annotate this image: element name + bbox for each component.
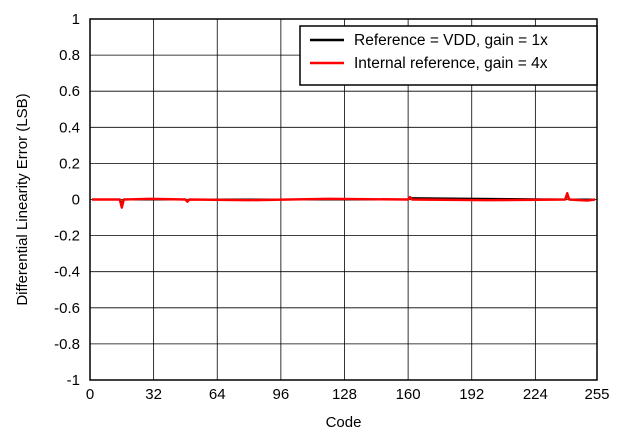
y-tick-label: 0 [72, 192, 80, 209]
legend-label: Reference = VDD, gain = 1x [354, 32, 548, 49]
legend-label: Internal reference, gain = 4x [354, 55, 548, 72]
y-tick-label: -0.8 [54, 336, 80, 353]
y-tick-label: 0.4 [59, 119, 80, 136]
x-axis-label: Code [326, 414, 362, 431]
y-tick-label: -0.4 [54, 264, 80, 281]
y-tick-label: 0.8 [59, 47, 80, 64]
y-tick-label: -1 [67, 372, 80, 389]
x-tick-labels: 0 32 64 96 128 160 192 224 255 [86, 386, 610, 403]
y-axis-label: Differential Linearity Error (LSB) [14, 93, 31, 305]
y-tick-labels: -1 -0.8 -0.6 -0.4 -0.2 0 0.2 0.4 0.6 0.8 1 [54, 11, 80, 389]
plot-frame [89, 18, 598, 381]
x-tick-label: 192 [459, 386, 484, 403]
legend-box [299, 25, 598, 86]
x-tick-label: 96 [273, 386, 290, 403]
y-tick-label: -0.6 [54, 300, 80, 317]
x-tick-label: 224 [523, 386, 548, 403]
legend: Reference = VDD, gain = 1x Internal refer… [299, 25, 598, 86]
y-tick-label: 0.2 [59, 155, 80, 172]
series-line-2 [92, 191, 596, 209]
x-tick-label: 64 [209, 386, 226, 403]
x-tick-label: 255 [584, 386, 609, 403]
x-tick-label: 160 [396, 386, 421, 403]
y-tick-label: 0.6 [59, 83, 80, 100]
y-tick-label: 1 [72, 11, 80, 28]
x-tick-label: 32 [145, 386, 162, 403]
x-tick-label: 128 [332, 386, 357, 403]
series-layer [92, 191, 596, 209]
x-tick-label: 0 [86, 386, 94, 403]
y-tick-label: -0.2 [54, 228, 80, 245]
